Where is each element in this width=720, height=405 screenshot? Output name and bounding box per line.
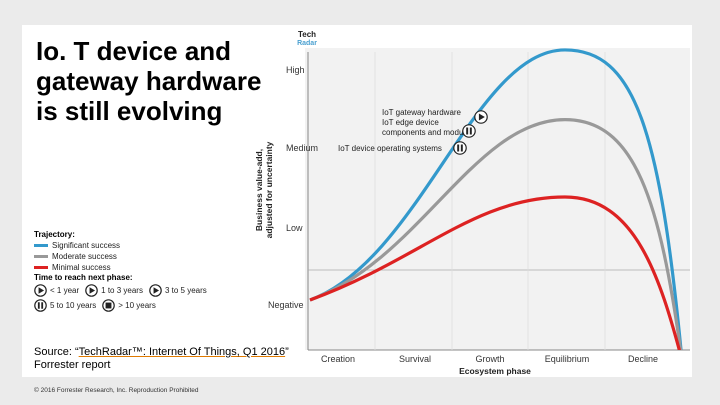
play-circle-icon — [34, 284, 47, 297]
legend-time-label: 1 to 3 years — [101, 286, 143, 295]
source-note: Source: “TechRadar™: Internet Of Things,… — [34, 346, 304, 372]
annotation-label: IoT device operating systems — [338, 144, 442, 153]
x-axis-title: Ecosystem phase — [459, 366, 531, 376]
source-link[interactable]: TechRadar™: Internet Of Things, Q1 2016 — [78, 346, 286, 358]
series-line — [309, 118, 683, 350]
play-circle-icon — [85, 284, 98, 297]
legend: Trajectory: Significant success Moderate … — [34, 230, 264, 313]
legend-label: Significant success — [52, 241, 121, 250]
x-phase-label: Survival — [399, 354, 431, 364]
legend-label: Minimal success — [52, 263, 111, 272]
play-circle-icon — [85, 284, 98, 297]
source-suffix: ” Forrester report — [34, 346, 289, 371]
pause-circle-icon — [453, 141, 467, 155]
stop-circle-icon — [102, 299, 116, 312]
x-phase-label: Creation — [321, 354, 355, 364]
annotation-label: IoT gateway hardware — [382, 108, 462, 117]
legend-swatch — [34, 244, 48, 247]
play-circle-icon — [34, 284, 47, 297]
series-line — [309, 48, 683, 350]
y-level-label: High — [286, 65, 305, 75]
y-level-label: Medium — [286, 143, 318, 153]
legend-trajectory-item: Significant success — [34, 240, 264, 251]
play-circle-icon — [149, 284, 162, 297]
legend-trajectory-title: Trajectory: — [34, 230, 75, 239]
y-level-label: Low — [286, 223, 303, 233]
legend-time-title: Time to reach next phase: — [34, 273, 133, 282]
x-phase-label: Growth — [475, 354, 504, 364]
x-phase-label: Decline — [628, 354, 658, 364]
logo-line1: Tech — [297, 30, 317, 39]
pause-circle-icon — [34, 299, 47, 312]
stop-circle-icon — [102, 299, 116, 312]
pause-circle-icon — [34, 299, 47, 312]
annotation-label: IoT edge device components and modules — [382, 118, 474, 137]
logo-line2: Radar — [297, 40, 317, 47]
series-line — [309, 195, 681, 350]
copyright: © 2016 Forrester Research, Inc. Reproduc… — [34, 387, 199, 394]
legend-time-label: 5 to 10 years — [50, 301, 97, 310]
y-axis-title: Business value-add,adjusted for uncertai… — [254, 141, 274, 238]
legend-label: Moderate success — [52, 252, 117, 261]
play-circle-icon — [149, 284, 162, 297]
legend-time-label: 3 to 5 years — [164, 286, 207, 295]
x-phase-label: Equilibrium — [545, 354, 590, 364]
y-level-label: Negative — [268, 300, 304, 310]
pause-circle-icon — [462, 124, 476, 138]
techradar-logo: Tech Radar — [290, 30, 324, 56]
plot-area — [305, 48, 690, 350]
legend-swatch — [34, 255, 48, 258]
legend-trajectory-item: Moderate success — [34, 251, 264, 262]
source-prefix: Source: “ — [34, 346, 79, 358]
legend-time-label: < 1 year — [50, 286, 80, 295]
legend-swatch — [34, 266, 48, 269]
legend-trajectory-item: Minimal success — [34, 262, 264, 273]
page-title: Io. T device and gateway hardware is sti… — [36, 36, 262, 126]
play-circle-icon — [474, 110, 488, 124]
legend-time-label: > 10 years — [118, 301, 156, 310]
